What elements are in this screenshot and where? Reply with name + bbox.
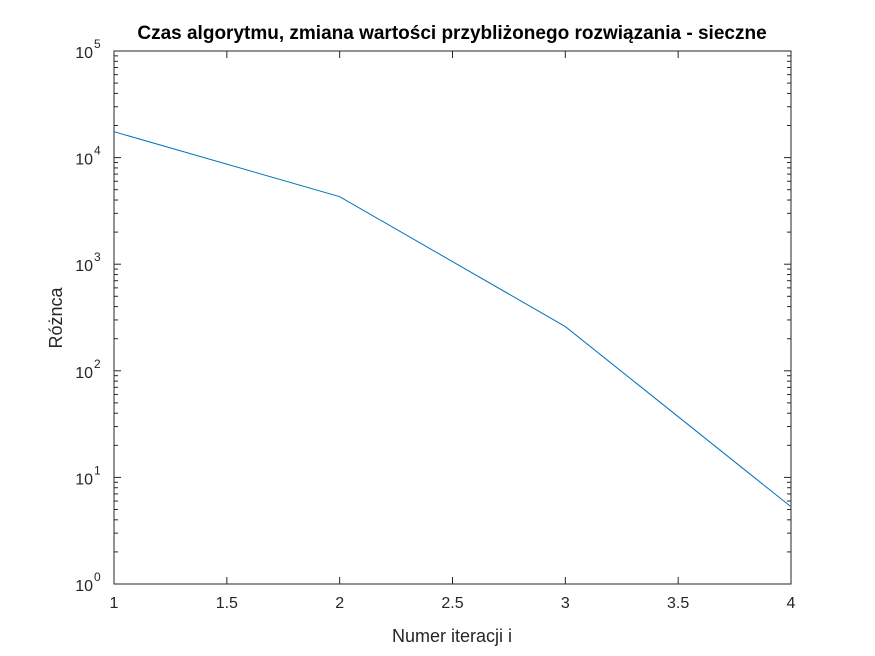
y-tick-label-base: 10 bbox=[75, 45, 93, 62]
x-tick-label: 3 bbox=[561, 595, 570, 612]
series-line-0 bbox=[113, 131, 792, 508]
y-tick-label-base: 10 bbox=[75, 152, 93, 169]
y-tick-label-exponent: 4 bbox=[94, 144, 101, 158]
y-tick-label: 10 bbox=[75, 578, 93, 595]
x-tick-label: 2.5 bbox=[441, 595, 463, 612]
y-tick-label: 10 bbox=[75, 365, 93, 382]
x-axis-label: Numer iteracji i bbox=[392, 626, 512, 646]
y-tick-label: 10 bbox=[75, 471, 93, 488]
y-tick-label-base: 10 bbox=[75, 578, 93, 595]
x-tick-label: 4 bbox=[787, 595, 796, 612]
y-tick-label-base: 10 bbox=[75, 258, 93, 275]
y-tick-label-exponent: 5 bbox=[94, 37, 101, 51]
chart-title: Czas algorytmu, zmiana wartości przybliż… bbox=[137, 23, 766, 44]
y-tick-label-base: 10 bbox=[75, 471, 93, 488]
y-axis-label: Różnca bbox=[46, 286, 66, 348]
y-tick-label-exponent: 2 bbox=[94, 357, 101, 371]
y-tick-label-exponent: 1 bbox=[94, 463, 101, 477]
y-tick-label-exponent: 0 bbox=[94, 570, 101, 584]
x-tick-label: 1.5 bbox=[216, 595, 238, 612]
y-tick-label: 10 bbox=[75, 45, 93, 62]
y-tick-label: 10 bbox=[75, 258, 93, 275]
y-tick-label-base: 10 bbox=[75, 365, 93, 382]
y-tick-label-exponent: 3 bbox=[94, 250, 101, 264]
y-tick-label: 10 bbox=[75, 152, 93, 169]
x-tick-label: 1 bbox=[110, 595, 119, 612]
x-tick-label: 2 bbox=[335, 595, 344, 612]
x-tick-label: 3.5 bbox=[667, 595, 689, 612]
